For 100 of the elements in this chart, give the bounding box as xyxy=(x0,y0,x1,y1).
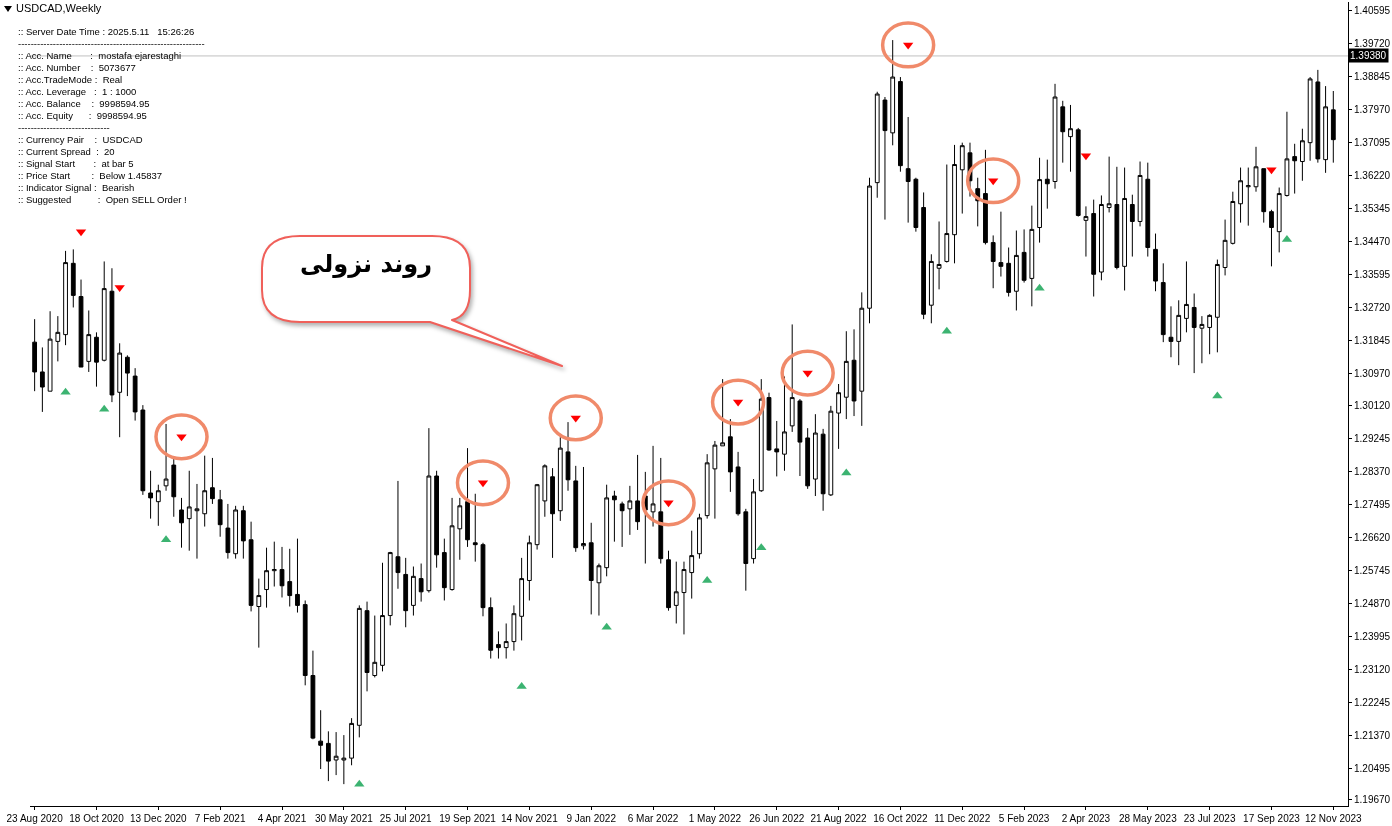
y-tick-label: 1.22245 xyxy=(1354,696,1391,708)
candlestick xyxy=(1315,69,1321,164)
candlestick xyxy=(944,164,950,264)
x-tick-label: 26 Jun 2022 xyxy=(749,813,805,824)
candlestick xyxy=(805,427,811,490)
candlestick xyxy=(325,730,331,782)
candlestick xyxy=(635,454,640,531)
candlestick xyxy=(1199,315,1205,364)
candlestick xyxy=(39,346,45,413)
x-tick-label: 28 May 2023 xyxy=(1118,813,1178,824)
candlestick xyxy=(1060,100,1066,164)
candlestick xyxy=(627,485,633,536)
candlestick xyxy=(140,404,146,496)
annotation: :: Indicator Signal : Bearish xyxy=(18,182,135,193)
y-tick-label: 1.20495 xyxy=(1354,762,1391,774)
point xyxy=(601,622,612,630)
candlestick xyxy=(302,599,308,686)
y-tick-label: 1.30970 xyxy=(1354,367,1391,379)
candlestick xyxy=(318,709,324,770)
candlestick xyxy=(534,483,540,551)
candlestick xyxy=(557,436,563,522)
candlestick xyxy=(828,405,834,497)
x-tick-label: 21 Aug 2022 xyxy=(810,813,868,824)
candlestick xyxy=(1307,76,1313,162)
y-tick-label: 1.29245 xyxy=(1354,432,1391,444)
candlestick xyxy=(403,557,409,628)
annotation: :: Acc. Number : 5073677 xyxy=(18,62,136,73)
annotation: ----------------------------------------------------------- xyxy=(18,38,205,49)
annotation: :: Price Start : Below 1.45837 xyxy=(18,170,163,181)
annotation: :: Acc. Balance : 9998594.95 xyxy=(18,98,150,109)
candlestick xyxy=(1129,194,1135,258)
x-tick-label: 14 Nov 2021 xyxy=(501,813,559,824)
candlestick xyxy=(349,717,354,766)
x-tick-label: 16 Oct 2022 xyxy=(873,813,929,824)
y-tick-label: 1.24870 xyxy=(1354,597,1391,609)
y-tick-label: 1.25745 xyxy=(1354,564,1391,576)
x-tick-label: 7 Feb 2021 xyxy=(194,813,246,824)
candlestick xyxy=(310,650,316,740)
candlestick xyxy=(503,622,509,660)
candlestick xyxy=(1037,157,1042,244)
y-tick-label: 1.19670 xyxy=(1354,793,1391,805)
candlestick xyxy=(1006,247,1012,298)
candlestick xyxy=(928,253,934,324)
candlestick xyxy=(789,323,795,433)
y-tick-label: 1.37095 xyxy=(1354,136,1391,148)
candlestick xyxy=(457,497,463,561)
candlestick xyxy=(364,601,370,692)
candlestick xyxy=(735,451,741,517)
candlestick xyxy=(1284,111,1290,198)
y-tick-label: 1.28370 xyxy=(1354,465,1391,477)
candlestick xyxy=(1184,260,1189,333)
candlestick xyxy=(1253,146,1259,193)
annotation: :: Signal Start : at bar 5 xyxy=(18,158,134,169)
candlestick xyxy=(1245,167,1251,227)
annotation: روند نزولی xyxy=(298,250,434,278)
candlestick xyxy=(743,508,749,592)
candlestick xyxy=(240,505,246,560)
candlestick xyxy=(387,551,393,626)
candlestick xyxy=(1323,85,1328,174)
candlestick xyxy=(210,457,215,505)
candlestick xyxy=(1238,167,1243,224)
candlestick xyxy=(1021,228,1027,284)
candlestick xyxy=(132,367,138,422)
candlestick xyxy=(959,142,965,215)
candlestick xyxy=(434,470,439,569)
candlestick xyxy=(449,497,455,592)
candlestick xyxy=(921,191,927,320)
candlestick xyxy=(519,557,525,641)
candlestick xyxy=(867,177,872,324)
x-tick-label: 13 Dec 2020 xyxy=(129,813,188,824)
candlestick xyxy=(673,561,679,624)
x-tick-label: 5 Feb 2023 xyxy=(998,813,1050,824)
y-tick-label: 1.36220 xyxy=(1354,169,1391,181)
candlestick xyxy=(983,149,988,245)
candlestick xyxy=(70,248,76,308)
candlestick xyxy=(117,342,123,438)
candlestick xyxy=(859,291,865,427)
candlestick xyxy=(1075,127,1081,218)
candlestick xyxy=(287,548,293,608)
x-tick-label: 18 Oct 2020 xyxy=(69,813,125,824)
candlestick xyxy=(658,457,664,565)
candlestick xyxy=(1153,233,1158,292)
x-tick-label: 11 Dec 2022 xyxy=(934,813,991,824)
point xyxy=(841,468,852,476)
chart-title: USDCAD,Weekly xyxy=(16,2,102,14)
annotation: :: Current Spread : 20 xyxy=(18,146,115,157)
x-tick-label: 6 Mar 2022 xyxy=(627,813,679,824)
candlestick xyxy=(372,615,378,678)
candlestick xyxy=(612,490,617,543)
annotation: :: Server Date Time : 2025.5.11 15:26:26 xyxy=(18,26,195,37)
candlestick xyxy=(604,484,610,577)
annotation: :: Suggested : Open SELL Order ! xyxy=(18,194,187,205)
candlestick xyxy=(86,309,92,373)
y-tick-label: 1.30120 xyxy=(1354,399,1391,411)
candlestick xyxy=(472,493,478,563)
candlestick xyxy=(851,328,857,417)
candlestick xyxy=(1269,209,1274,267)
point xyxy=(802,370,813,378)
candlestick xyxy=(890,39,896,146)
candlestick xyxy=(573,465,579,553)
